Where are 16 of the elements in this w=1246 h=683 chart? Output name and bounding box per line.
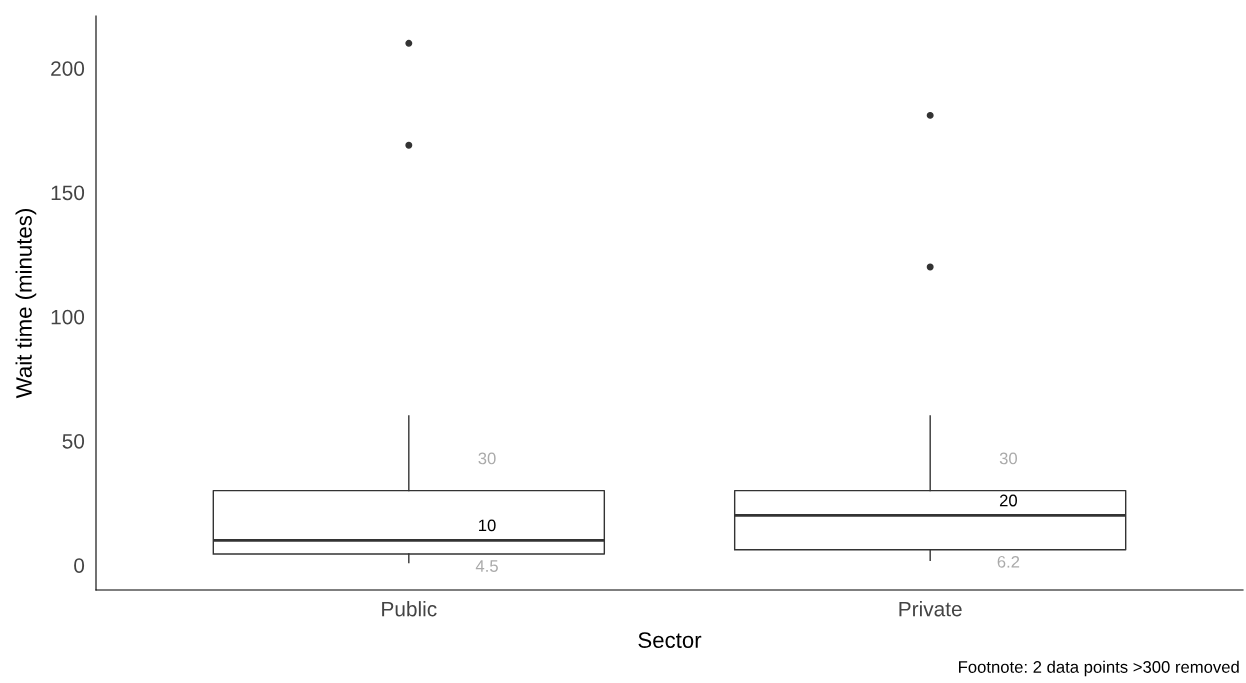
x-axis-title: Sector [638, 632, 702, 648]
y-axis-title: Wait time (minutes) [15, 209, 37, 399]
annotation: 4.5 [475, 560, 498, 572]
annotation: 30 [478, 452, 496, 465]
y-tick-label: 100 [51, 309, 85, 325]
x-tick-label: Private [899, 601, 962, 617]
y-tick-label: 50 [62, 433, 85, 449]
y-tick-label: 200 [51, 61, 85, 76]
y-tick-label: 150 [51, 185, 85, 201]
annotation: 10 [479, 519, 496, 532]
annotation: 20 [999, 494, 1017, 507]
text: Footnote: 2 data points >300 removed [959, 660, 1239, 677]
annotation: 30 [999, 452, 1017, 465]
annotation: 6.2 [997, 555, 1020, 568]
y-tick-label: 0 [74, 558, 85, 573]
x-tick-label: Public [382, 601, 437, 617]
